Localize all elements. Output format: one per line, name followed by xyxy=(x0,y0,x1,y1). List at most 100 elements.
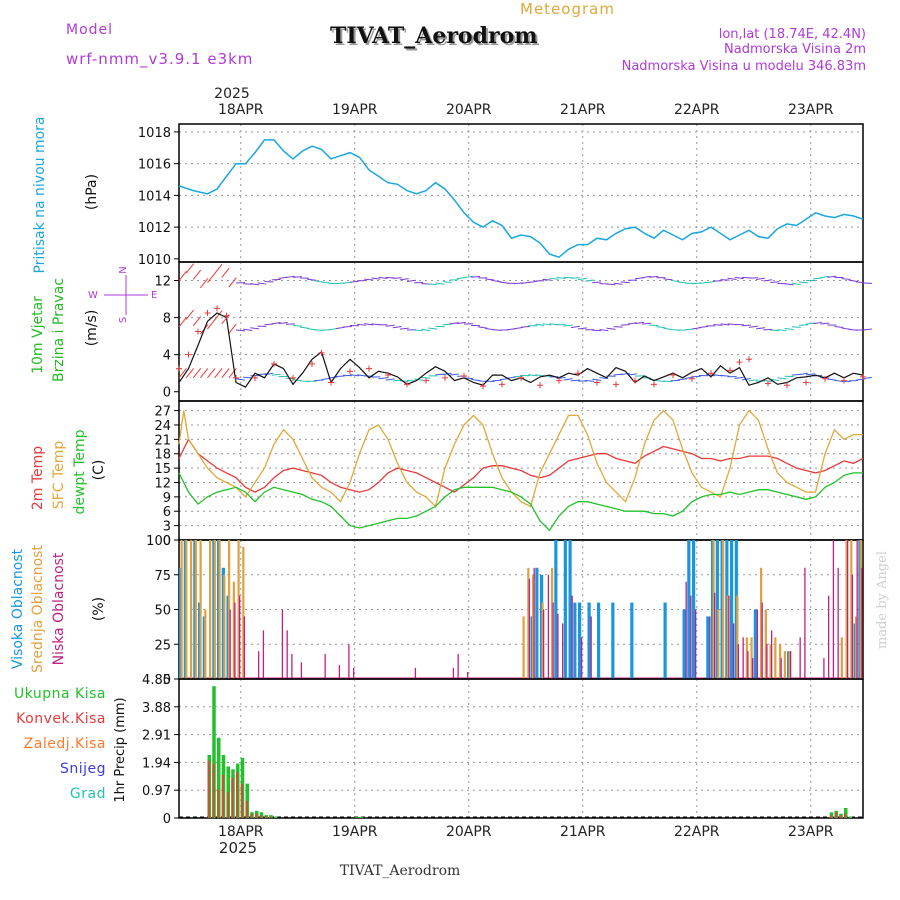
bottom-day-label: 20APR xyxy=(446,824,492,840)
top-day-label: 19APR xyxy=(332,102,378,118)
wind-barb xyxy=(720,279,730,281)
wind-barb xyxy=(264,372,274,376)
ytick-label: 3.88 xyxy=(142,701,171,716)
precip-conv-bar xyxy=(255,813,258,818)
wind-barb xyxy=(449,373,459,376)
wind-barb xyxy=(228,277,237,288)
cloud-mid-bar xyxy=(209,540,212,679)
gust-marker xyxy=(214,305,220,312)
precip-total-bar xyxy=(844,807,848,818)
wind-barb xyxy=(748,379,759,382)
pressure-unit: (hPa) xyxy=(84,174,100,210)
wind-barb xyxy=(371,277,381,280)
cloud-low-bar xyxy=(467,672,469,679)
precip-conv-bar xyxy=(259,815,263,818)
cloud-mid-bar xyxy=(232,581,235,679)
ytick-label: 1012 xyxy=(138,221,171,236)
wind-barb xyxy=(642,275,652,279)
panel-frame xyxy=(178,123,864,263)
wind-barb xyxy=(243,283,253,285)
wind-barb xyxy=(599,377,609,380)
precip-conv-bar xyxy=(231,777,234,818)
cloud-low-bar xyxy=(766,644,768,679)
wind-barb xyxy=(243,328,253,331)
gust-marker xyxy=(727,367,733,374)
wind-barb xyxy=(428,327,438,330)
cloud-low-bar xyxy=(742,637,744,679)
precip-legend-strat: Zaledj.Kisa xyxy=(24,736,106,752)
page-title: TIVAT_Aerodrom xyxy=(330,23,538,49)
cloud-mid-bar xyxy=(783,651,786,679)
cloud-low-bar xyxy=(747,651,749,679)
wind-barb xyxy=(199,278,209,289)
gust-marker xyxy=(822,375,828,382)
wind-barb xyxy=(813,321,823,325)
wind-barb xyxy=(570,277,580,279)
cloud-low-bar xyxy=(837,567,839,679)
precip-total-bar xyxy=(212,686,216,818)
wind-barb xyxy=(741,324,751,327)
wind-barb xyxy=(199,368,209,379)
wind-barb xyxy=(820,275,830,279)
wind-barb xyxy=(214,368,223,379)
wind-barb xyxy=(770,329,780,332)
wind-barb xyxy=(228,323,237,334)
wind-barb xyxy=(777,329,787,332)
gust-marker xyxy=(765,380,771,387)
wind-barb xyxy=(285,275,295,278)
wind-barb xyxy=(791,282,801,286)
wind-barb xyxy=(577,277,587,281)
year-top: 2025 xyxy=(214,86,250,102)
wind-barb xyxy=(827,275,837,278)
model-label: Model xyxy=(66,22,113,38)
cloud-high-bar xyxy=(753,609,757,679)
ytick-label: 4 xyxy=(163,349,171,364)
cloud-mid-bar xyxy=(745,637,748,679)
cloud-high-bar xyxy=(730,540,734,679)
cloud-low-bar xyxy=(851,574,854,679)
wind-barb xyxy=(207,368,216,379)
wind-barb xyxy=(378,276,388,279)
top-day-label: 21APR xyxy=(560,102,606,118)
ytick-label: 3 xyxy=(163,520,171,535)
wind-barb xyxy=(663,380,673,383)
wind-barb xyxy=(250,283,260,286)
wind-barb xyxy=(592,281,602,284)
wind-barb xyxy=(392,277,402,279)
wind-barb xyxy=(862,328,873,331)
wind-barb xyxy=(399,327,409,330)
cloud-mid-bar xyxy=(760,567,763,679)
wind-barb xyxy=(264,280,274,283)
cloud-low-bar xyxy=(856,540,858,679)
ytick-label: 12 xyxy=(154,476,171,491)
gust-marker xyxy=(328,379,334,386)
wind-barb xyxy=(449,322,459,325)
cloud-mid-bar xyxy=(855,616,858,679)
wind-barb xyxy=(585,379,595,382)
bottom-day-label: 19APR xyxy=(332,824,378,840)
ytick-label: 1018 xyxy=(138,126,171,141)
cloud-high-bar xyxy=(578,602,582,679)
precip-conv-bar xyxy=(844,813,847,818)
wind-barb xyxy=(577,327,587,330)
pressure-ylabel: Pritisak na nivou mora xyxy=(32,116,48,273)
ytick-label: 0 xyxy=(163,534,171,549)
wind-barb xyxy=(399,278,409,281)
wind-barb xyxy=(720,374,730,377)
precip-conv-bar xyxy=(240,783,244,818)
cloud-mid-bar xyxy=(228,540,231,679)
precip-total-bar xyxy=(848,816,853,818)
meteogram-label: Meteogram xyxy=(520,0,615,18)
cloud-mid-bar xyxy=(859,540,862,679)
gust-marker xyxy=(185,351,192,358)
cloud-mid-bar xyxy=(764,609,767,679)
cloud-low-bar xyxy=(828,595,830,679)
wind-barb xyxy=(442,281,452,283)
cloud-mid-bar xyxy=(185,540,188,679)
cloud-mid-bar xyxy=(750,637,753,679)
cloud-mid-bar xyxy=(717,609,720,679)
wind-barb xyxy=(307,278,317,281)
wind-barb xyxy=(428,283,438,286)
cloud-high-bar xyxy=(597,602,601,679)
wind-barb xyxy=(471,275,481,278)
